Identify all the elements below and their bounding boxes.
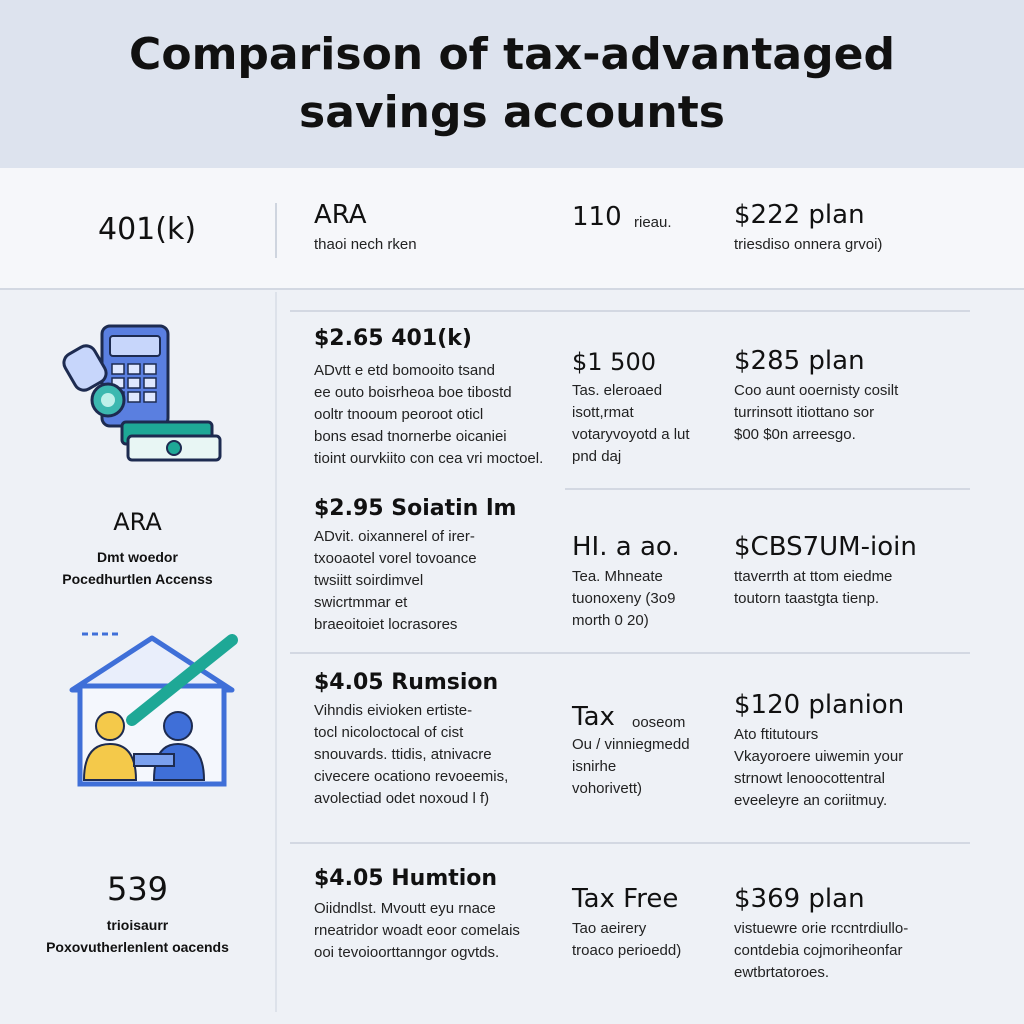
row-mid-description: Tao aeirery troaco perioedd) (572, 920, 682, 959)
row-title: $4.05 Humtion (314, 866, 498, 891)
sidebar-539-sub: trioisaurr Poxovutherlenlent oacends (46, 917, 229, 955)
row-title: $4.05 Rumsion (314, 670, 499, 695)
column-divider (275, 203, 277, 258)
top-col1-label: 401(k) (98, 212, 197, 247)
row-right-description: vistuewre orie rccntrdiullo- contdebia c… (734, 920, 909, 981)
top-col3-suffix: rieau. (634, 214, 672, 231)
top-col4-title: $222 plan (734, 200, 865, 230)
row-right-description: Ato ftitutours Vkayoroere uiwemin your s… (734, 726, 904, 809)
row-divider (290, 842, 970, 844)
sidebar-ara-sub: Dmt woedor Pocedhurtlen Accenss (62, 549, 213, 587)
row-divider (290, 652, 970, 654)
row-mid-title: $1 500 (572, 348, 656, 376)
row-mid-description: Tas. eleroaed isott,rmat votaryvoyotd a … (572, 382, 690, 465)
row-mid-title: Tax (572, 702, 615, 732)
top-col4-sub: triesdiso onnera grvoi) (734, 236, 883, 253)
row-right-title: $120 planion (734, 690, 905, 720)
row-mid-description: Ou / vinniegmedd isnirhe vohorivett) (572, 736, 690, 797)
row-description: ADvit. oixannerel of irer- txooaotel vor… (314, 528, 477, 633)
row-right-title: $369 plan (734, 884, 865, 914)
row-divider (290, 310, 970, 312)
top-col3-num: 110 (572, 202, 622, 232)
row-mid-title: HI. a ao. (572, 532, 680, 562)
row-description: Vihndis eivioken ertiste- tocl nicolocto… (314, 702, 509, 807)
row-mid-title: Tax Free (572, 884, 679, 914)
column-divider-lower (275, 292, 277, 1012)
sidebar-ara-label: ARA (113, 508, 162, 536)
row-right-description: Coo aunt ooernisty cosilt turrinsott iti… (734, 382, 899, 443)
top-col2-sub: thaoi nech rken (314, 236, 417, 253)
row-mid-description: Tea. Mhneate tuonoxeny (3o9 morth 0 20) (572, 568, 676, 629)
top-col2-title: ARA (314, 200, 367, 230)
row-mid-suffix: ooseom (632, 714, 686, 731)
house-family-icon (69, 632, 238, 787)
header: Comparison of tax-advantaged savings acc… (0, 0, 1024, 168)
row-title: $2.95 Soiatin lm (314, 496, 517, 521)
row-title: $2.65 401(k) (314, 326, 472, 351)
row-description: Oiidndlst. Mvoutt eyu rnace rneatridor w… (314, 900, 520, 961)
calculator-money-icon (62, 324, 222, 462)
row-right-title: $CBS7UM-ioin (734, 532, 917, 562)
row-right-title: $285 plan (734, 346, 865, 376)
row-divider (565, 488, 970, 490)
sidebar-539-label: 539 (106, 870, 169, 908)
top-row (0, 168, 1024, 290)
page-title: Comparison of tax-advantaged savings acc… (129, 29, 895, 138)
row-right-description: ttaverrth at ttom eiedme toutorn taastgt… (734, 568, 893, 607)
row-description: ADvtt e etd bomooito tsand ee outo boisr… (314, 362, 544, 467)
